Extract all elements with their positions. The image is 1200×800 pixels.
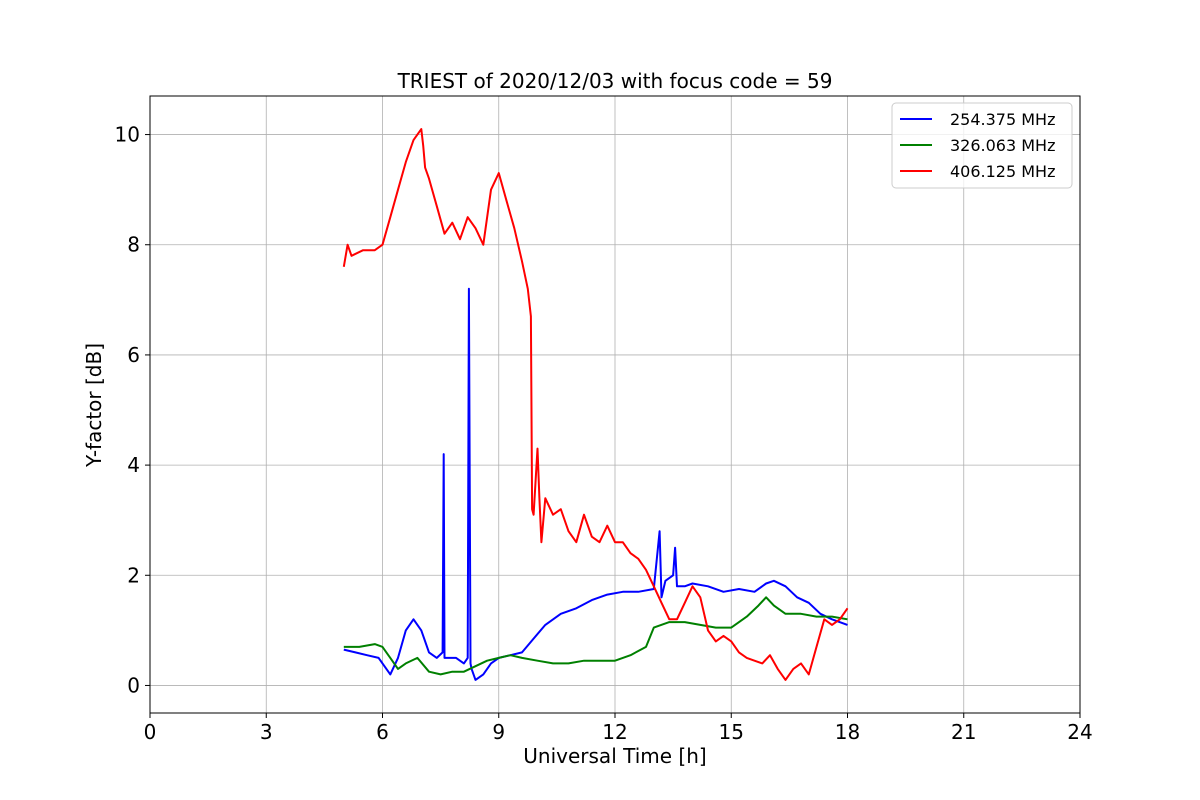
x-tick-label: 6 [376, 720, 389, 744]
x-tick-label: 9 [492, 720, 505, 744]
series-line [343, 287, 848, 681]
x-tick-label: 12 [602, 720, 627, 744]
y-tick-label: 8 [127, 233, 140, 257]
x-tick-label: 18 [835, 720, 860, 744]
x-axis-label: Universal Time [h] [523, 744, 706, 768]
grid [149, 96, 1081, 713]
series-layer [342, 128, 849, 681]
y-tick-label: 2 [127, 563, 140, 587]
x-tick-label: 24 [1067, 720, 1092, 744]
y-tick-label: 0 [127, 673, 140, 697]
y-tick-label: 4 [127, 453, 140, 477]
y-axis-label: Y-factor [dB] [82, 343, 106, 468]
legend-box [891, 102, 1073, 189]
legend-label: 326.063 MHz [950, 136, 1055, 155]
x-tick-label: 15 [719, 720, 744, 744]
y-tick-label: 6 [127, 343, 140, 367]
y-tick-label: 10 [115, 123, 140, 147]
series-line [342, 128, 849, 681]
series-line [343, 596, 848, 676]
legend: 254.375 MHz 326.063 MHz 406.125 MHz [891, 102, 1073, 189]
x-tick-label: 0 [144, 720, 157, 744]
chart-title: TRIEST of 2020/12/03 with focus code = 5… [397, 69, 833, 93]
legend-label: 406.125 MHz [950, 162, 1055, 181]
x-tick-label: 21 [951, 720, 976, 744]
x-tick-label: 3 [260, 720, 273, 744]
legend-label: 254.375 MHz [950, 110, 1055, 129]
